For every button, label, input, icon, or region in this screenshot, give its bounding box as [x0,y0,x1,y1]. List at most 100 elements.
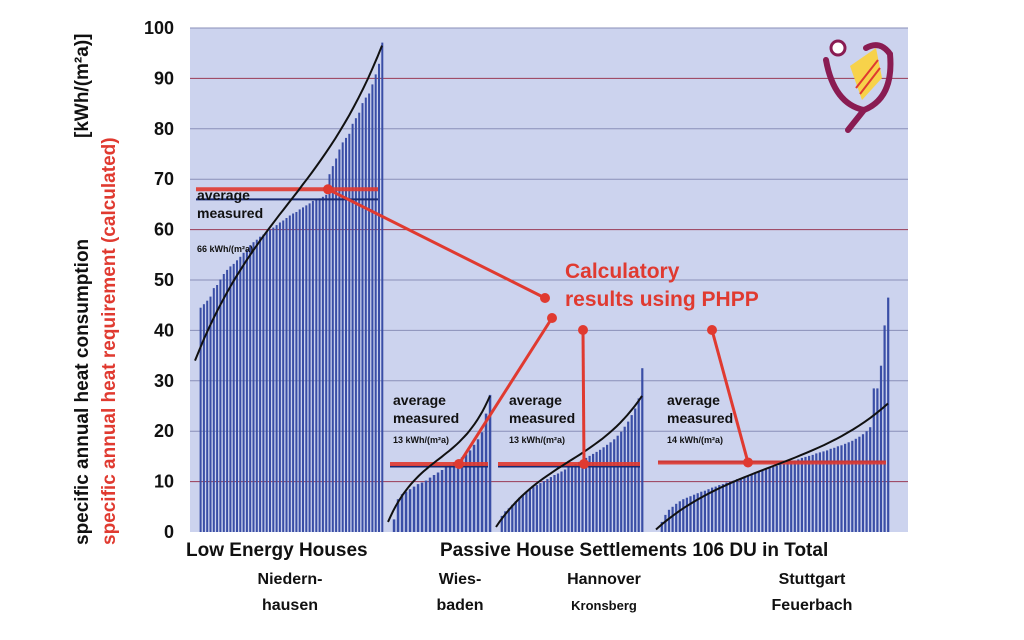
bar [869,427,872,532]
callout-connector [581,329,586,464]
callout-dot [547,313,557,323]
bar [488,394,492,532]
bar [660,521,663,532]
bar [518,497,521,532]
bar [623,426,626,532]
bar [464,454,468,532]
trend-curve [655,402,889,531]
bar [861,434,865,532]
bar [245,249,248,533]
bar [711,487,714,532]
bar [209,296,212,532]
bar [408,489,412,532]
bar [729,481,732,532]
bar [468,450,472,532]
bar [736,479,739,532]
bar [448,465,452,532]
annotation-average: average [197,187,250,203]
callout-connector [457,317,554,465]
bar [790,461,793,532]
callout-line-1: Calculatory [565,260,680,283]
bar [378,63,380,533]
bar [295,212,298,532]
annotation-measured: measured [509,410,575,426]
bar [199,307,202,532]
bar [222,274,225,532]
y-tick-label: 100 [144,18,174,38]
bar [782,463,786,532]
bar [840,445,843,532]
y-axis-title-measured: specific annual heat consumption [72,239,93,545]
bar [239,256,242,532]
bar [432,475,436,532]
annotation-average: average [509,392,562,408]
bar [616,435,619,532]
bar [226,269,229,532]
bar [285,218,288,532]
bar [371,84,374,533]
bar [822,451,825,532]
y-tick-label: 20 [154,421,174,441]
bar [364,97,367,532]
bar [641,368,644,532]
callout-lines [323,184,753,469]
bar [514,501,517,532]
group-label-line: hausen [262,597,318,614]
bar [249,245,252,532]
y-tick-label: 0 [164,522,174,542]
bar [553,475,556,532]
bar [879,365,883,532]
y-axis-unit: [kWh/(m²a)] [72,34,93,138]
bar [341,142,344,532]
bar [577,461,581,532]
annotation-average: average [393,392,446,408]
bar [671,506,674,532]
bar [887,297,890,532]
bar [269,229,271,532]
bar [252,242,255,532]
bar [539,483,542,532]
bar [472,444,476,532]
bar [761,470,764,532]
bar [321,196,324,533]
bar [511,504,514,532]
bar [757,471,760,532]
callout-dot [540,293,550,303]
average-lines [196,187,886,468]
bar [302,207,304,532]
group-label-line: Hannover [567,571,641,588]
bar [331,166,334,532]
bar [436,472,440,532]
bar [595,451,598,532]
bar [854,438,857,532]
bar [836,446,839,532]
bar [351,123,354,533]
bar [202,304,205,532]
bar [818,452,821,532]
bar [456,459,460,532]
bar [883,325,886,532]
annotation-value: 13 kWh/(m²a) [393,435,449,445]
bar [358,112,361,532]
bar [255,239,258,532]
callout-dot [707,325,717,335]
bar [721,484,724,532]
callout-connector [710,329,750,463]
bar [826,450,829,532]
bar [315,199,318,532]
bar [872,388,875,532]
bar [682,499,685,532]
bar [746,475,750,532]
bar [335,158,338,532]
group-label-line: Stuttgart [779,571,846,588]
bar [775,466,778,532]
bar [452,462,456,532]
bar [361,103,364,532]
bar [858,436,861,532]
bar [259,236,262,532]
y-tick-label: 80 [154,119,174,139]
bar [232,263,235,532]
annotation-value: 13 kWh/(m²a) [509,435,565,445]
bar [374,74,377,533]
bar [804,456,807,532]
